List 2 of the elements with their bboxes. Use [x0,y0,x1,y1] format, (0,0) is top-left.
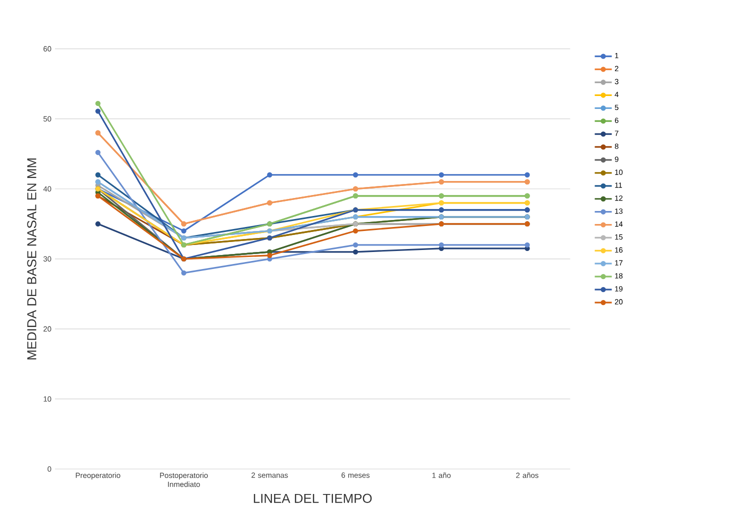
x-axis-title: LINEA DEL TIEMPO [254,494,372,503]
y-axis-title: MEDIDA DE BASE NASAL EN MM [27,158,36,360]
